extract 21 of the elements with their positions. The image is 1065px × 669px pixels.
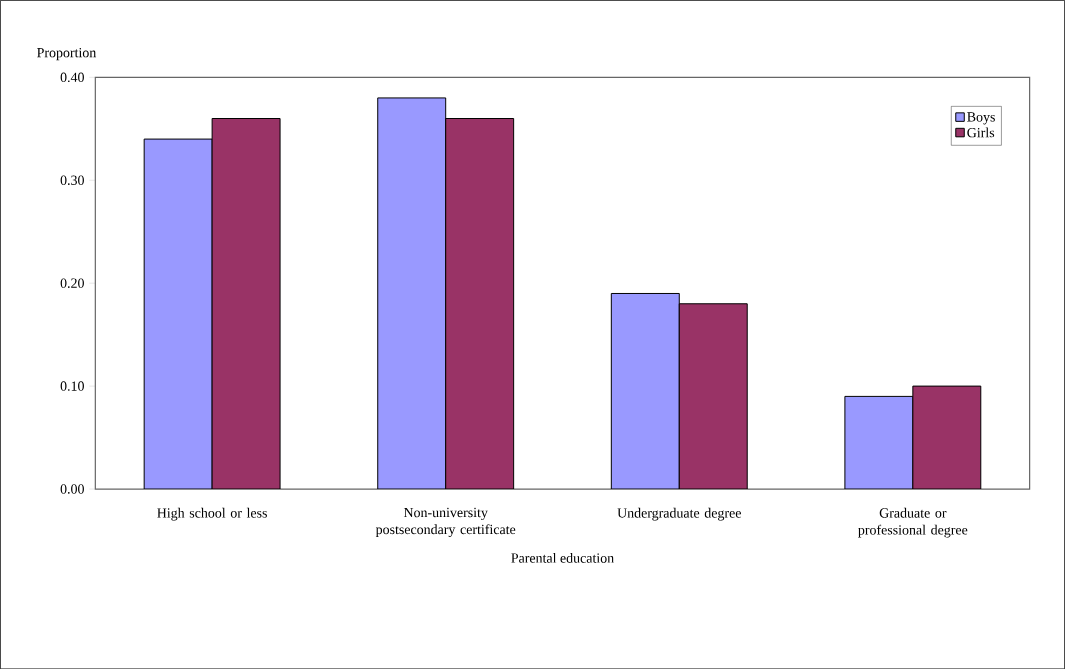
x-tick-label: Undergraduate degree: [617, 507, 741, 521]
bar: [445, 117, 515, 489]
y-tick-label: 0.30: [60, 175, 84, 185]
y-tick-label: 0.40: [60, 72, 84, 82]
bar: [912, 385, 982, 489]
y-axis-title: Proportion: [37, 47, 97, 60]
x-tick-label: Graduate or professional degree: [858, 507, 968, 538]
x-tick-label: High school or less: [157, 507, 267, 521]
x-axis-title: Parental education: [511, 552, 614, 563]
legend-label: Girls: [967, 127, 995, 138]
bar: [377, 97, 447, 489]
bar: [143, 138, 213, 489]
x-tick-label: Non-university postsecondary certificate: [375, 507, 516, 537]
y-tick-label: 0.10: [60, 381, 84, 391]
bar: [610, 292, 680, 489]
legend-label: Boys: [967, 112, 995, 125]
y-tick-label: 0.20: [60, 278, 84, 288]
y-tick-label: 0.00: [60, 484, 84, 494]
bar: [844, 395, 914, 489]
bar: [211, 117, 281, 489]
bar: [678, 303, 748, 489]
